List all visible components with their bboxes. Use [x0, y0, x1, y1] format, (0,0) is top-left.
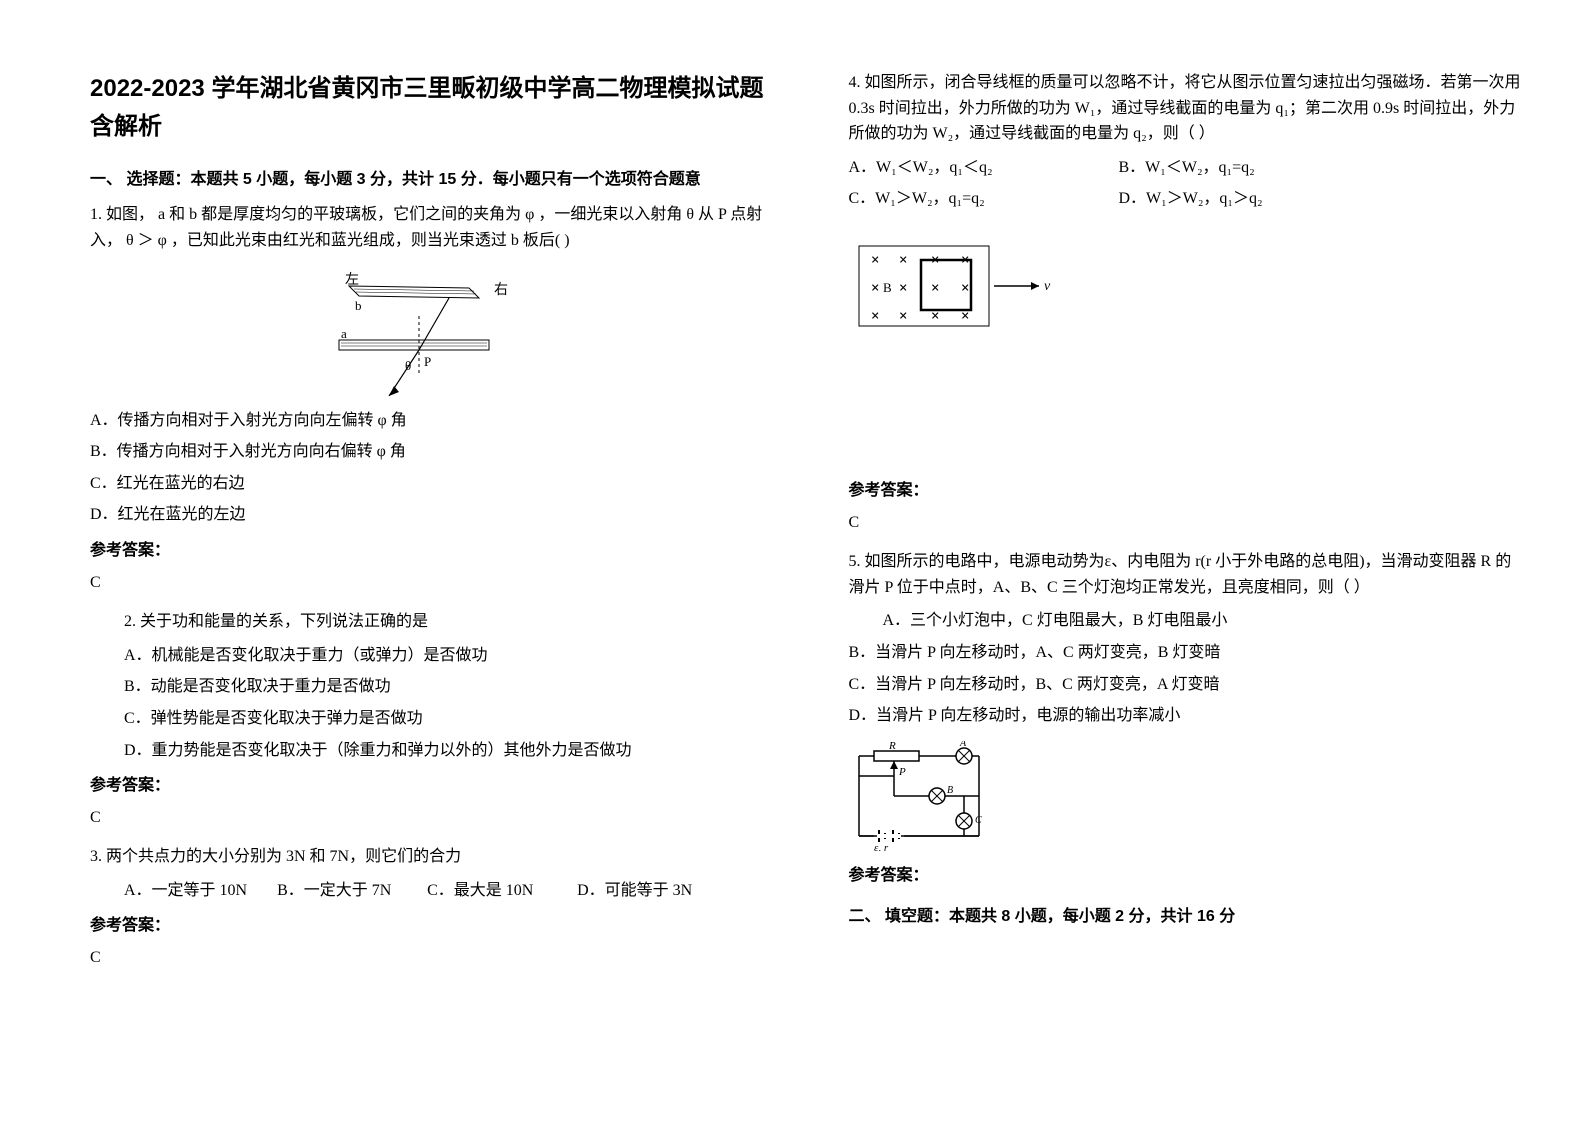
q1-label-right: 右	[494, 282, 508, 298]
question-2: 2. 关于功和能量的关系，下列说法正确的是 A．机械能是否变化取决于重力（或弹力…	[90, 609, 769, 830]
q2-opt-b: B．动能是否变化取决于重力是否做功	[124, 674, 769, 700]
q1-prism-svg: 左 b 右 a P θ	[289, 266, 569, 396]
section-b-header: 二、 填空题：本题共 8 小题，每小题 2 分，共计 16 分	[849, 904, 1528, 930]
q4-options-row1: A．W₁＜W₂，q₁＜q₂ B．W₁＜W₂，q₁=q₂	[849, 155, 1528, 181]
q5-label-r: R	[888, 741, 896, 752]
svg-text:×: ×	[899, 252, 907, 268]
q2-stem: 2. 关于功和能量的关系，下列说法正确的是	[124, 609, 769, 635]
q5-label-c: C	[975, 815, 982, 826]
q4-opt-a: A．W₁＜W₂，q₁＜q₂	[849, 155, 1089, 181]
svg-text:×: ×	[961, 308, 969, 324]
q4-spacer	[849, 348, 1528, 468]
question-5: 5. 如图所示的电路中，电源电动势为ε、内电阻为 r(r 小于外电路的总电阻)，…	[849, 549, 1528, 888]
q1-stem: 1. 如图， a 和 b 都是厚度均匀的平玻璃板，它们之间的夹角为 φ ，一细光…	[90, 202, 769, 253]
q4-figure: × × × × × × × × × × × × B v	[849, 236, 1528, 336]
q1-label-theta: θ	[405, 358, 411, 373]
question-1: 1. 如图， a 和 b 都是厚度均匀的平玻璃板，它们之间的夹角为 φ ，一细光…	[90, 202, 769, 595]
q1-answer: C	[90, 570, 769, 596]
q2-opt-d: D．重力势能是否变化取决于（除重力和弹力以外的）其他外力是否做功	[124, 738, 769, 764]
svg-text:×: ×	[871, 280, 879, 296]
svg-text:×: ×	[871, 308, 879, 324]
section-a-header: 一、 选择题：本题共 5 小题，每小题 3 分，共计 15 分．每小题只有一个选…	[90, 167, 769, 193]
q1-label-b: b	[355, 298, 362, 313]
exam-page: 2022-2023 学年湖北省黄冈市三里畈初级中学高二物理模拟试题含解析 一、 …	[90, 70, 1527, 985]
left-column: 2022-2023 学年湖北省黄冈市三里畈初级中学高二物理模拟试题含解析 一、 …	[90, 70, 769, 985]
q1-opt-c: C．红光在蓝光的右边	[90, 471, 769, 497]
q4-field-svg: × × × × × × × × × × × × B v	[849, 236, 1069, 336]
q1-label-a: a	[341, 326, 347, 341]
q2-answer-label: 参考答案：	[90, 773, 769, 799]
q3-answer-label: 参考答案：	[90, 913, 769, 939]
question-3: 3. 两个共点力的大小分别为 3N 和 7N，则它们的合力 A．一定等于 10N…	[90, 844, 769, 970]
q3-stem: 3. 两个共点力的大小分别为 3N 和 7N，则它们的合力	[90, 844, 769, 870]
q4-label-b: B	[883, 280, 892, 295]
q1-opt-b: B．传播方向相对于入射光方向向右偏转 φ 角	[90, 439, 769, 465]
q5-label-b: B	[947, 785, 953, 796]
q3-answer: C	[90, 945, 769, 971]
svg-text:×: ×	[931, 252, 939, 268]
q5-stem: 5. 如图所示的电路中，电源电动势为ε、内电阻为 r(r 小于外电路的总电阻)，…	[849, 549, 1528, 600]
right-column: 4. 如图所示，闭合导线框的质量可以忽略不计，将它从图示位置匀速拉出匀强磁场．若…	[849, 70, 1528, 985]
q3-options: A．一定等于 10N B．一定大于 7N C．最大是 10N D．可能等于 3N	[90, 878, 769, 904]
q5-answer-label: 参考答案：	[849, 863, 1528, 889]
q4-stem: 4. 如图所示，闭合导线框的质量可以忽略不计，将它从图示位置匀速拉出匀强磁场．若…	[849, 70, 1528, 147]
q1-figure: 左 b 右 a P θ	[90, 266, 769, 396]
q5-opt-d: D．当滑片 P 向左移动时，电源的输出功率减小	[849, 703, 1528, 729]
q2-opt-a: A．机械能是否变化取决于重力（或弹力）是否做功	[124, 643, 769, 669]
svg-text:×: ×	[871, 252, 879, 268]
q5-opt-a: A．三个小灯泡中，C 灯电阻最大，B 灯电阻最小	[849, 608, 1528, 634]
q5-figure: R P A B	[849, 741, 1528, 851]
q3-opt-a: A．一定等于 10N	[124, 878, 247, 904]
q1-label-left: 左	[345, 272, 359, 288]
q5-label-e: ε, r	[874, 842, 889, 851]
q1-opt-a: A．传播方向相对于入射光方向向左偏转 φ 角	[90, 408, 769, 434]
q3-opt-b: B．一定大于 7N	[277, 878, 397, 904]
q4-opt-d: D．W₁＞W₂，q₁＞q₂	[1119, 186, 1359, 212]
q2-opt-c: C．弹性势能是否变化取决于弹力是否做功	[124, 706, 769, 732]
q1-label-p: P	[424, 354, 431, 369]
svg-text:×: ×	[931, 308, 939, 324]
svg-text:×: ×	[899, 280, 907, 296]
q4-options-row2: C．W₁＞W₂，q₁=q₂ D．W₁＞W₂，q₁＞q₂	[849, 186, 1528, 212]
q3-opt-d: D．可能等于 3N	[577, 878, 697, 904]
q5-label-p: P	[898, 766, 906, 778]
q4-label-v: v	[1044, 279, 1051, 294]
exam-title: 2022-2023 学年湖北省黄冈市三里畈初级中学高二物理模拟试题含解析	[90, 70, 769, 147]
q3-opt-c: C．最大是 10N	[427, 878, 547, 904]
q4-answer-label: 参考答案：	[849, 478, 1528, 504]
q5-label-a: A	[959, 741, 967, 749]
svg-text:×: ×	[961, 280, 969, 296]
q1-answer-label: 参考答案：	[90, 538, 769, 564]
svg-text:×: ×	[931, 280, 939, 296]
question-4: 4. 如图所示，闭合导线框的质量可以忽略不计，将它从图示位置匀速拉出匀强磁场．若…	[849, 70, 1528, 535]
q5-opt-c: C．当滑片 P 向左移动时，B、C 两灯变亮，A 灯变暗	[849, 672, 1528, 698]
svg-text:×: ×	[961, 252, 969, 268]
q4-opt-b: B．W₁＜W₂，q₁=q₂	[1119, 155, 1359, 181]
svg-text:×: ×	[899, 308, 907, 324]
q4-answer: C	[849, 510, 1528, 536]
q4-opt-c: C．W₁＞W₂，q₁=q₂	[849, 186, 1089, 212]
q2-answer: C	[90, 805, 769, 831]
q1-opt-d: D．红光在蓝光的左边	[90, 502, 769, 528]
q5-circuit-svg: R P A B	[849, 741, 1029, 851]
q5-opt-b: B．当滑片 P 向左移动时，A、C 两灯变亮，B 灯变暗	[849, 640, 1528, 666]
